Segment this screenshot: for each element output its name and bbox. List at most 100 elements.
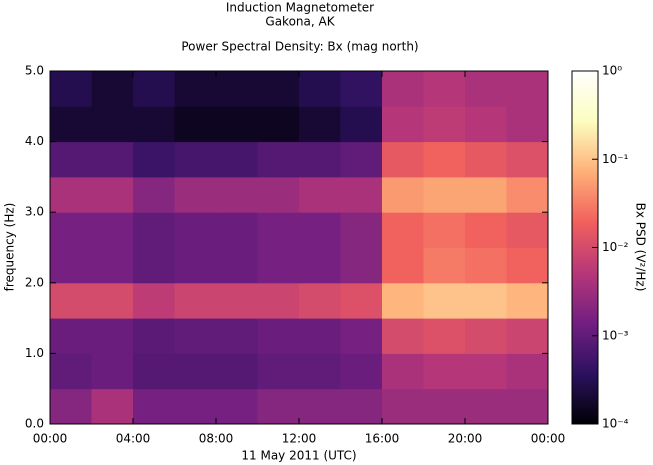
cell <box>133 353 175 390</box>
cell <box>216 282 258 319</box>
cell <box>174 282 217 319</box>
cell <box>340 71 383 107</box>
cell <box>382 247 424 284</box>
y-tick-label: 0.0 <box>25 417 44 431</box>
cell <box>257 71 300 107</box>
cell <box>465 353 507 390</box>
cell <box>174 106 217 143</box>
cell <box>91 353 134 390</box>
cell <box>340 176 383 213</box>
cell <box>506 176 549 213</box>
cell <box>50 71 92 107</box>
cell <box>465 176 507 213</box>
y-tick-label: 2.0 <box>25 275 44 289</box>
cell <box>382 141 424 178</box>
cell <box>216 71 258 107</box>
x-tick-label: 04:00 <box>116 432 151 446</box>
x-tick-label: 00:00 <box>531 432 566 446</box>
cell <box>423 282 466 319</box>
cell <box>340 247 383 284</box>
cell <box>465 282 507 319</box>
cell <box>133 318 175 354</box>
cell <box>423 106 466 143</box>
x-axis-label: 11 May 2011 (UTC) <box>241 449 356 463</box>
y-axis-label: frequency (Hz) <box>3 203 17 292</box>
cell <box>91 282 134 319</box>
cell <box>382 71 424 107</box>
cell <box>257 388 300 425</box>
cell <box>506 247 549 284</box>
cell <box>340 388 383 425</box>
cell <box>174 71 217 107</box>
cell <box>50 247 92 284</box>
cell <box>465 106 507 143</box>
cell <box>382 212 424 248</box>
cell <box>91 388 134 425</box>
cell <box>423 353 466 390</box>
cell <box>382 353 424 390</box>
cell <box>506 388 549 425</box>
cell <box>133 247 175 284</box>
cell <box>465 318 507 354</box>
colorbar-tick-label: 10⁻² <box>602 240 629 254</box>
cell <box>299 388 341 425</box>
cell <box>423 212 466 248</box>
chart-title: Gakona, AK <box>265 15 335 29</box>
cell <box>91 176 134 213</box>
cell <box>340 353 383 390</box>
cell <box>340 141 383 178</box>
chart-title: Induction Magnetometer <box>226 1 374 15</box>
cell <box>91 318 134 354</box>
cell <box>340 212 383 248</box>
colorbar-tick-label: 10⁰ <box>602 64 622 78</box>
cell <box>133 212 175 248</box>
cell <box>506 282 549 319</box>
cell <box>91 247 134 284</box>
x-tick-label: 12:00 <box>282 432 317 446</box>
cell <box>50 388 92 425</box>
cell <box>257 106 300 143</box>
x-tick-label: 08:00 <box>199 432 234 446</box>
cell <box>50 176 92 213</box>
colorbar-tick-label: 10⁻⁴ <box>602 417 629 431</box>
cell <box>50 318 92 354</box>
cell <box>91 106 134 143</box>
cell <box>465 212 507 248</box>
cell <box>382 318 424 354</box>
cell <box>133 71 175 107</box>
cell <box>174 176 217 213</box>
x-tick-label: 16:00 <box>365 432 400 446</box>
cell <box>299 176 341 213</box>
y-tick-label: 5.0 <box>25 64 44 78</box>
cell <box>340 282 383 319</box>
cell <box>465 71 507 107</box>
cell <box>257 141 300 178</box>
y-tick-label: 1.0 <box>25 346 44 360</box>
cell <box>216 106 258 143</box>
cell <box>216 318 258 354</box>
cell <box>216 141 258 178</box>
cell <box>174 388 217 425</box>
cell <box>216 247 258 284</box>
cell <box>91 71 134 107</box>
cell <box>382 388 424 425</box>
cell <box>299 141 341 178</box>
cell <box>174 353 217 390</box>
cell <box>257 212 300 248</box>
cell <box>506 212 549 248</box>
cell <box>174 212 217 248</box>
x-tick-label: 20:00 <box>448 432 483 446</box>
colorbar-tick-label: 10⁻³ <box>602 328 629 342</box>
cell <box>506 141 549 178</box>
cell <box>299 71 341 107</box>
cell <box>465 388 507 425</box>
cell <box>299 106 341 143</box>
cell <box>133 282 175 319</box>
cell <box>382 176 424 213</box>
cell <box>50 212 92 248</box>
cell <box>506 353 549 390</box>
cell <box>216 212 258 248</box>
cell <box>299 247 341 284</box>
cell <box>423 247 466 284</box>
cell <box>299 353 341 390</box>
